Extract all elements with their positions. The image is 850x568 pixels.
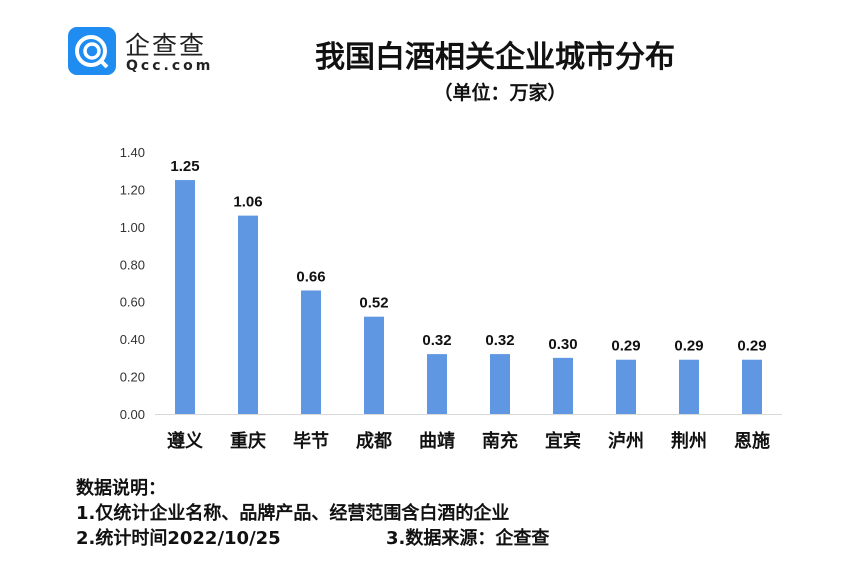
data-label: 0.29 xyxy=(611,338,640,355)
y-tick-label: 1.20 xyxy=(120,182,145,197)
data-label: 0.32 xyxy=(422,332,451,349)
x-tick-label: 南充 xyxy=(482,430,518,452)
x-tick-label: 遵义 xyxy=(167,430,203,452)
data-label: 0.32 xyxy=(485,332,514,349)
logo-domain: Qcc.com xyxy=(126,58,214,74)
data-label: 0.29 xyxy=(674,338,703,355)
y-tick-label: 0.60 xyxy=(120,295,145,310)
chart-subtitle: （单位：万家） xyxy=(433,82,567,104)
x-tick-label: 荆州 xyxy=(671,430,707,452)
chart-title: 我国白酒相关企业城市分布 xyxy=(315,40,675,75)
bar xyxy=(616,359,636,414)
bar xyxy=(301,290,321,414)
bar xyxy=(490,354,510,414)
y-tick-label: 1.00 xyxy=(120,220,145,235)
notes-line-3: 3.数据来源：企查查 xyxy=(386,528,550,549)
bar xyxy=(427,354,447,414)
x-tick-label: 泸州 xyxy=(608,431,644,452)
x-tick-label: 宜宾 xyxy=(545,430,581,452)
x-tick-label: 成都 xyxy=(356,430,392,452)
x-tick-label: 重庆 xyxy=(230,430,266,452)
bar xyxy=(742,359,762,414)
data-label: 0.66 xyxy=(296,268,325,285)
x-tick-label: 恩施 xyxy=(734,430,770,452)
notes-line-2: 2.统计时间2022/10/25 xyxy=(76,528,281,549)
y-tick-label: 0.00 xyxy=(120,407,145,422)
x-tick-label: 毕节 xyxy=(293,431,329,452)
bar xyxy=(553,357,573,414)
bar xyxy=(679,359,699,414)
y-tick-label: 0.20 xyxy=(120,370,145,385)
logo-text: 企查查 xyxy=(125,31,207,60)
bar xyxy=(175,180,195,414)
y-tick-label: 1.40 xyxy=(120,145,145,160)
notes-heading: 数据说明： xyxy=(76,478,166,499)
data-label: 0.29 xyxy=(737,338,766,355)
qcc-logo-icon xyxy=(68,27,116,75)
notes-line-1: 1.仅统计企业名称、品牌产品、经营范围含白酒的企业 xyxy=(76,503,510,524)
bar xyxy=(238,215,258,414)
y-tick-label: 0.40 xyxy=(120,332,145,347)
y-tick-label: 0.80 xyxy=(120,257,145,272)
data-label: 1.06 xyxy=(233,194,262,211)
data-label: 0.52 xyxy=(359,295,388,312)
x-tick-label: 曲靖 xyxy=(419,430,455,452)
data-label: 1.25 xyxy=(170,158,199,175)
data-label: 0.30 xyxy=(548,336,577,353)
bar xyxy=(364,316,384,414)
